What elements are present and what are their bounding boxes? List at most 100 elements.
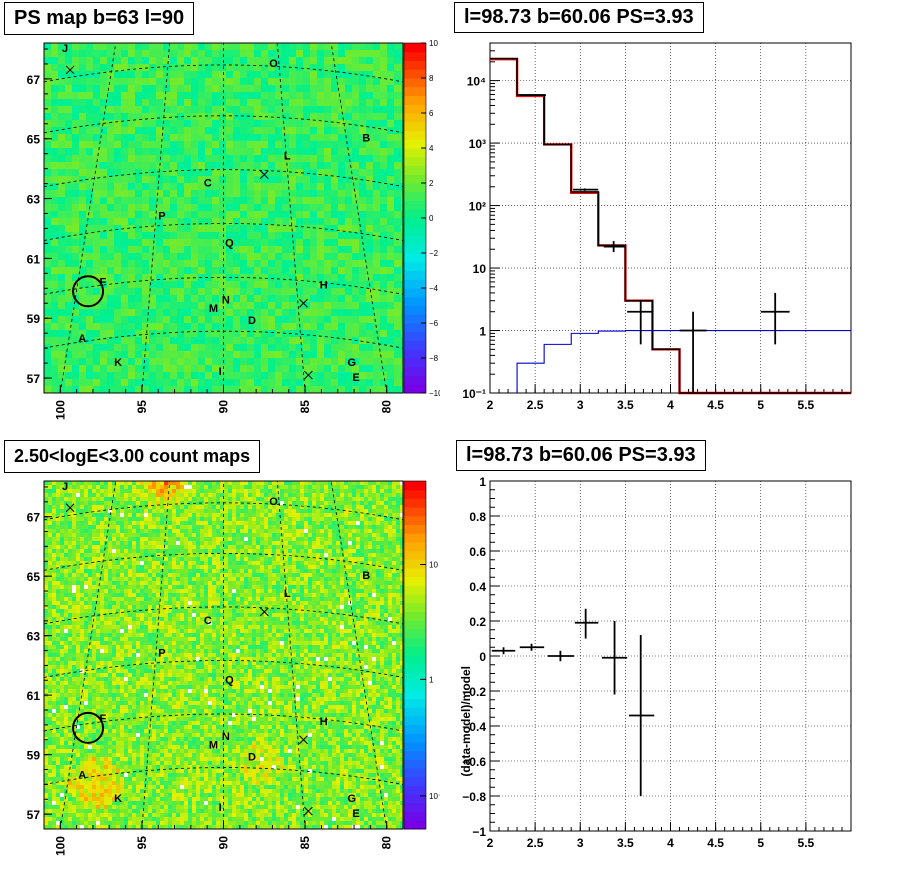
map-cell [136,501,140,505]
map-cell [128,493,132,497]
map-cell [320,553,324,557]
map-cell [44,211,51,218]
map-cell [296,537,300,541]
map-cell [380,302,387,309]
map-cell [72,537,76,541]
map-cell [240,569,244,573]
map-cell [292,517,296,521]
map-cell [303,288,310,295]
map-cell [65,239,72,246]
map-cell [156,169,163,176]
map-cell [240,557,244,561]
map-cell [121,78,128,85]
map-cell [316,505,320,509]
map-cell [261,183,268,190]
map-cell [220,489,224,493]
map-cell [64,501,68,505]
map-cell [303,365,310,372]
map-meridian [276,42,306,394]
map-cell [100,379,107,386]
map-cell [240,288,247,295]
map-cell [135,92,142,99]
map-cell [164,549,168,553]
map-cell [80,549,84,553]
map-cell [240,344,247,351]
map-cell [296,485,300,489]
map-cell [184,545,188,549]
map-cell [140,505,144,509]
map-cell [373,267,380,274]
map-cell [177,85,184,92]
map-cell [366,106,373,113]
map-cell [224,509,228,513]
map-cell [136,521,140,525]
map-cell [112,569,116,573]
map-cell [93,379,100,386]
map-cell [289,260,296,267]
map-cell [387,190,394,197]
map-cell [344,569,348,573]
map-cell [60,533,64,537]
map-cell [208,513,212,517]
map-cell [149,239,156,246]
map-cell [372,533,376,537]
map-cell [152,513,156,517]
map-cell [93,176,100,183]
map-cell [366,113,373,120]
map-cell [44,267,51,274]
map-cell [149,43,156,50]
map-cell [93,246,100,253]
map-cell [289,148,296,155]
map-cell [276,541,280,545]
map-cell [264,533,268,537]
y-tick-label: 10² [469,200,486,214]
map-cell [108,561,112,565]
map-cell [124,497,128,501]
map-cell [324,78,331,85]
map-cell [65,99,72,106]
map-cell [320,525,324,529]
source-cross [259,170,269,179]
map-cell [163,379,170,386]
map-cell [284,517,288,521]
map-cell [76,553,80,557]
map-cell [142,302,149,309]
map-cell [380,190,387,197]
map-cell [401,274,403,281]
map-cell [142,190,149,197]
map-cell [232,497,236,501]
map-cell [204,545,208,549]
map-cell [177,169,184,176]
map-cell [360,505,364,509]
map-cell [121,302,128,309]
map-cell [44,281,51,288]
map-cell [184,267,191,274]
map-cell [163,127,170,134]
map-cell [114,218,121,225]
map-cell [304,553,308,557]
map-cell [68,573,72,577]
map-cell [360,513,364,517]
map-cell [184,106,191,113]
map-cell [140,529,144,533]
map-cell [303,50,310,57]
map-cell [303,330,310,337]
map-cell [144,513,148,517]
map-cell [52,489,56,493]
map-cell [104,553,108,557]
map-cell [92,509,96,513]
map-cell [84,529,88,533]
map-cell [352,246,359,253]
map-cell [359,323,366,330]
map-cell [289,183,296,190]
map-cell [219,106,226,113]
map-cell [296,71,303,78]
map-cell [275,379,282,386]
map-parallel [43,276,404,295]
map-cell [160,505,164,509]
map-cell [170,92,177,99]
map-cell [121,260,128,267]
map-cell [338,239,345,246]
map-cell [219,288,226,295]
map-cell [236,493,240,497]
